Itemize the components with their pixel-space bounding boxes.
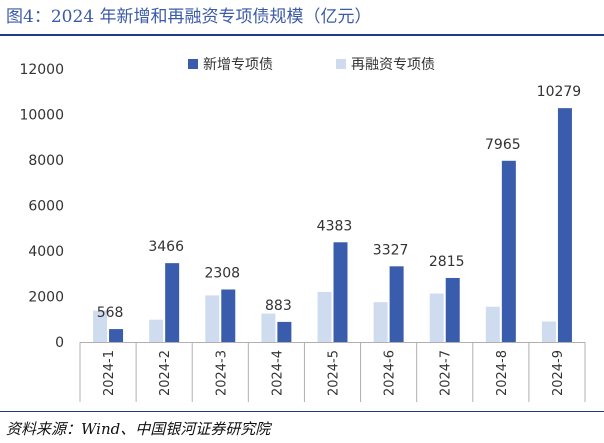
x-tick-label: 2024-9	[551, 350, 566, 396]
x-tick-label: 2024-8	[495, 350, 510, 396]
bar-refinancing	[317, 291, 332, 342]
bars-group	[93, 108, 572, 343]
x-tick-label: 2024-4	[270, 350, 285, 396]
bar-new-issuance	[501, 160, 516, 342]
data-label: 2815	[429, 254, 465, 270]
bar-refinancing	[261, 313, 276, 342]
bar-new-issuance	[165, 263, 180, 342]
bar-refinancing	[541, 321, 556, 342]
bar-new-issuance	[389, 266, 404, 342]
bar-refinancing	[429, 293, 444, 342]
source-note: 资料来源：Wind、中国银河证券研究院	[6, 420, 271, 438]
data-labels-group: 568 3466 2308 883 4383 3327 2815 7965 10279	[97, 84, 582, 321]
footer-divider	[0, 411, 604, 412]
x-tick-label: 2024-6	[383, 350, 398, 396]
legend-swatch	[336, 59, 346, 69]
data-label: 7965	[485, 137, 521, 153]
data-label: 883	[265, 298, 292, 314]
bar-new-issuance	[333, 242, 348, 342]
legend: 新增专项债 再融资专项债	[188, 57, 435, 73]
bar-new-issuance	[277, 321, 292, 342]
bar-new-issuance	[445, 277, 460, 342]
y-tick-label: 8000	[28, 153, 64, 169]
legend-label: 新增专项债	[203, 57, 273, 73]
bar-refinancing	[373, 302, 388, 342]
bar-refinancing	[93, 310, 108, 342]
data-label: 3466	[148, 239, 184, 255]
bar-new-issuance	[109, 329, 124, 342]
data-label: 4383	[317, 218, 353, 234]
y-tick-label: 2000	[28, 290, 64, 306]
x-tick-label: 2024-5	[327, 350, 342, 396]
data-label: 2308	[204, 265, 240, 281]
x-axis: 2024-1 2024-2 2024-3 2024-4 2024-5 2024-6 2024…	[79, 342, 586, 402]
bar-refinancing	[205, 295, 220, 342]
x-tick-label: 2024-7	[439, 350, 454, 396]
bar-new-issuance	[557, 108, 572, 343]
y-tick-label: 6000	[28, 199, 64, 215]
y-axis: 0 2000 4000 6000 8000 10000 12000	[19, 62, 64, 351]
data-label: 10279	[537, 84, 582, 100]
bar-new-issuance	[221, 289, 236, 342]
page-title: 图4：2024 年新增和再融资专项债规模（亿元）	[6, 7, 372, 27]
bar-refinancing	[485, 306, 500, 342]
x-tick-label: 2024-3	[214, 350, 229, 396]
y-tick-label: 4000	[28, 244, 64, 260]
y-tick-label: 12000	[19, 62, 64, 78]
title-divider	[0, 34, 604, 36]
y-tick-label: 10000	[19, 108, 64, 124]
bar-chart: 0 2000 4000 6000 8000 10000 12000 2024-1 2024-2…	[19, 57, 586, 402]
bar-refinancing	[149, 319, 164, 342]
legend-label: 再融资专项债	[351, 57, 435, 73]
y-tick-label: 0	[55, 335, 64, 351]
x-tick-label: 2024-2	[158, 350, 173, 396]
legend-swatch	[188, 59, 198, 69]
data-label: 3327	[373, 242, 409, 258]
data-label: 568	[97, 305, 124, 321]
x-tick-label: 2024-1	[102, 350, 117, 396]
